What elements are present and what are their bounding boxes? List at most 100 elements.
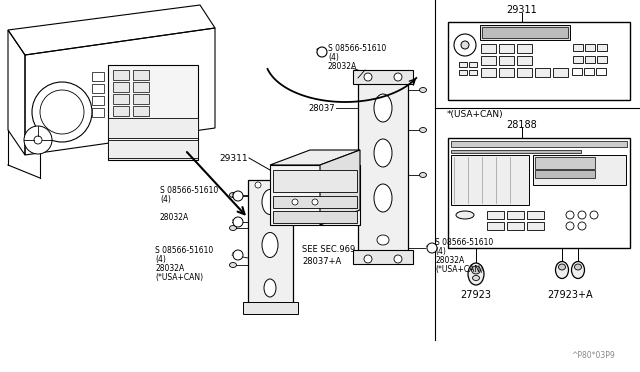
Bar [133, 70, 149, 80]
Text: (4): (4) [328, 53, 339, 62]
Bar [573, 44, 583, 51]
Circle shape [233, 250, 243, 260]
Polygon shape [320, 150, 360, 225]
Bar [517, 56, 532, 65]
Bar [596, 68, 606, 75]
Bar [113, 82, 129, 92]
Bar [451, 150, 581, 153]
Ellipse shape [419, 128, 426, 132]
Circle shape [292, 199, 298, 205]
Bar [248, 180, 293, 310]
Circle shape [32, 82, 92, 142]
Bar [507, 222, 524, 230]
Text: S 08566-51610: S 08566-51610 [160, 186, 218, 195]
Circle shape [566, 211, 574, 219]
Ellipse shape [556, 262, 568, 279]
Bar [448, 138, 630, 248]
Bar [499, 44, 514, 53]
Text: 28037+A: 28037+A [302, 257, 341, 266]
Circle shape [280, 182, 286, 188]
Bar [481, 56, 496, 65]
Bar [481, 68, 496, 77]
Bar [92, 108, 104, 117]
Bar [108, 140, 198, 158]
Text: 29311: 29311 [507, 5, 538, 15]
Bar [448, 22, 630, 100]
Ellipse shape [230, 263, 237, 267]
Bar [487, 211, 504, 219]
Ellipse shape [419, 87, 426, 93]
Bar [358, 78, 408, 258]
Ellipse shape [472, 276, 479, 280]
Circle shape [454, 34, 476, 56]
Text: S: S [316, 48, 320, 54]
Text: (4): (4) [435, 247, 446, 256]
Bar [499, 68, 514, 77]
Text: 28037: 28037 [308, 103, 335, 112]
Text: 29311: 29311 [220, 154, 248, 163]
Text: S 08566-51610: S 08566-51610 [435, 238, 493, 247]
Text: S: S [232, 218, 236, 224]
Text: S: S [232, 192, 236, 198]
Bar [517, 68, 532, 77]
Bar [487, 222, 504, 230]
Bar [527, 211, 544, 219]
Text: *(USA+CAN): *(USA+CAN) [447, 110, 504, 119]
Circle shape [40, 90, 84, 134]
Ellipse shape [419, 173, 426, 177]
Ellipse shape [374, 94, 392, 122]
Bar [270, 165, 360, 225]
Circle shape [24, 126, 52, 154]
Circle shape [364, 73, 372, 81]
Bar [481, 44, 496, 53]
Bar [353, 250, 413, 264]
Circle shape [427, 243, 437, 253]
Text: 28032A: 28032A [435, 256, 464, 265]
Bar [585, 44, 595, 51]
Bar [535, 170, 595, 178]
Circle shape [394, 255, 402, 263]
Bar [573, 56, 583, 63]
Circle shape [394, 73, 402, 81]
Bar [243, 302, 298, 314]
Bar [353, 70, 413, 84]
Ellipse shape [230, 225, 237, 231]
Bar [533, 155, 626, 185]
Text: (*USA+CAN): (*USA+CAN) [155, 273, 203, 282]
Circle shape [317, 47, 327, 57]
Bar [273, 196, 357, 208]
Circle shape [566, 222, 574, 230]
Bar [92, 72, 104, 81]
Bar [133, 82, 149, 92]
Bar [469, 62, 477, 67]
Bar [553, 68, 568, 77]
Text: (4): (4) [155, 255, 166, 264]
Polygon shape [270, 150, 360, 165]
Bar [113, 106, 129, 116]
Bar [108, 118, 198, 138]
Circle shape [578, 211, 586, 219]
Bar [535, 68, 550, 77]
Bar [459, 70, 467, 75]
Bar [480, 25, 570, 40]
Text: 28032A: 28032A [328, 62, 357, 71]
Bar [585, 56, 595, 63]
Text: 28032A: 28032A [155, 264, 184, 273]
Ellipse shape [468, 263, 484, 285]
Text: ^P80*03P9: ^P80*03P9 [572, 351, 615, 360]
Circle shape [312, 199, 318, 205]
Bar [507, 211, 524, 219]
Text: S: S [426, 244, 430, 250]
Bar [469, 70, 477, 75]
Circle shape [590, 211, 598, 219]
Bar [273, 211, 357, 223]
Ellipse shape [575, 264, 582, 270]
Circle shape [34, 136, 42, 144]
Bar [499, 56, 514, 65]
Ellipse shape [374, 184, 392, 212]
Bar [113, 94, 129, 104]
Circle shape [255, 182, 261, 188]
Text: 28032A: 28032A [160, 213, 189, 222]
Bar [451, 155, 529, 205]
Text: 28188: 28188 [507, 120, 538, 130]
